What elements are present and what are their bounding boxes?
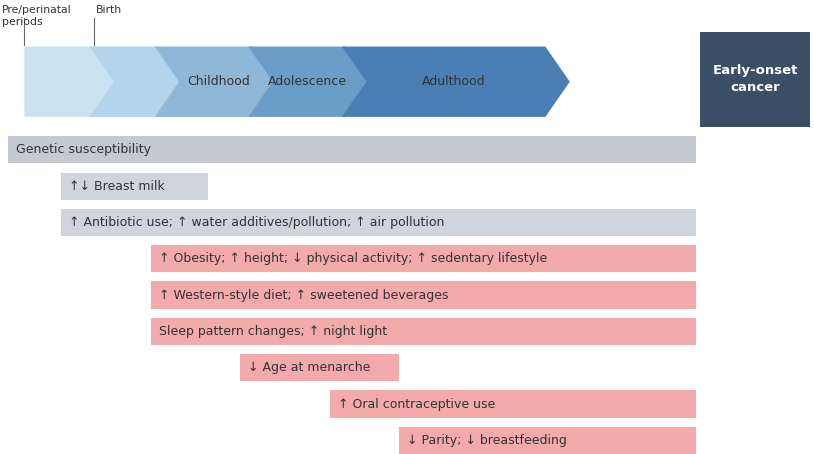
Text: ↓ Age at menarche: ↓ Age at menarche	[248, 361, 370, 374]
FancyBboxPatch shape	[151, 318, 696, 345]
FancyBboxPatch shape	[8, 136, 696, 163]
FancyBboxPatch shape	[240, 354, 399, 381]
FancyBboxPatch shape	[700, 32, 810, 127]
Text: ↑ Antibiotic use; ↑ water additives/pollution; ↑ air pollution: ↑ Antibiotic use; ↑ water additives/poll…	[69, 216, 444, 229]
FancyBboxPatch shape	[151, 281, 696, 309]
Text: Birth: Birth	[96, 5, 122, 15]
Text: Early-onset
cancer: Early-onset cancer	[712, 64, 798, 94]
Text: Adulthood: Adulthood	[422, 75, 486, 88]
Polygon shape	[90, 46, 183, 117]
Text: ↑ Oral contraceptive use: ↑ Oral contraceptive use	[338, 398, 495, 410]
FancyBboxPatch shape	[399, 427, 696, 454]
Text: ↑↓ Breast milk: ↑↓ Breast milk	[69, 180, 165, 192]
Text: ↑ Western-style diet; ↑ sweetened beverages: ↑ Western-style diet; ↑ sweetened bevera…	[159, 289, 449, 301]
FancyBboxPatch shape	[61, 209, 696, 236]
FancyBboxPatch shape	[61, 173, 208, 200]
Polygon shape	[24, 46, 118, 117]
Text: Pre/perinatal
periods: Pre/perinatal periods	[2, 5, 72, 27]
Text: ↑ Obesity; ↑ height; ↓ physical activity; ↑ sedentary lifestyle: ↑ Obesity; ↑ height; ↓ physical activity…	[159, 252, 547, 265]
Polygon shape	[342, 46, 570, 117]
Text: ↓ Parity; ↓ breastfeeding: ↓ Parity; ↓ breastfeeding	[407, 434, 567, 447]
FancyBboxPatch shape	[151, 245, 696, 272]
FancyBboxPatch shape	[330, 390, 696, 418]
Text: Adolescence: Adolescence	[268, 75, 348, 88]
Text: Sleep pattern changes; ↑ night light: Sleep pattern changes; ↑ night light	[159, 325, 387, 338]
Polygon shape	[155, 46, 277, 117]
Text: Genetic susceptibility: Genetic susceptibility	[16, 143, 151, 156]
Polygon shape	[248, 46, 370, 117]
Text: Childhood: Childhood	[186, 75, 250, 88]
